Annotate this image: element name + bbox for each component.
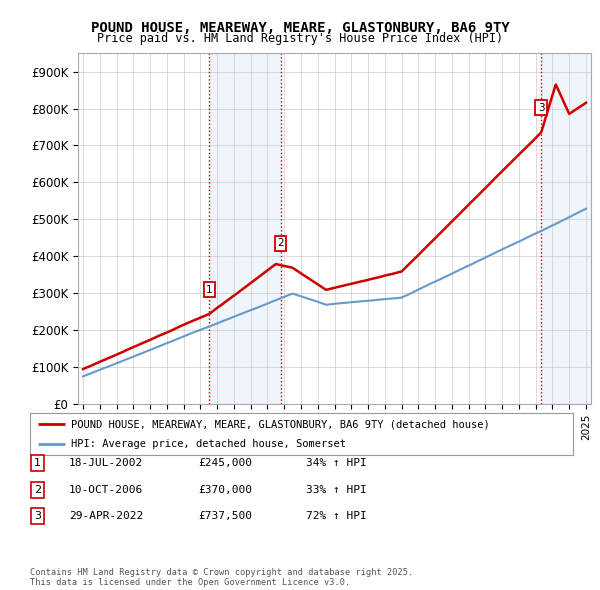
Text: 1: 1 — [34, 458, 41, 468]
Text: 2: 2 — [34, 485, 41, 494]
Text: £737,500: £737,500 — [198, 512, 252, 521]
Text: POUND HOUSE, MEAREWAY, MEARE, GLASTONBURY, BA6 9TY: POUND HOUSE, MEAREWAY, MEARE, GLASTONBUR… — [91, 21, 509, 35]
Text: Price paid vs. HM Land Registry's House Price Index (HPI): Price paid vs. HM Land Registry's House … — [97, 32, 503, 45]
Bar — [541, 53, 600, 404]
Text: 1: 1 — [206, 284, 213, 294]
Text: 72% ↑ HPI: 72% ↑ HPI — [306, 512, 367, 521]
Text: £370,000: £370,000 — [198, 485, 252, 494]
Text: £245,000: £245,000 — [198, 458, 252, 468]
Text: POUND HOUSE, MEAREWAY, MEARE, GLASTONBURY, BA6 9TY (detached house): POUND HOUSE, MEAREWAY, MEARE, GLASTONBUR… — [71, 419, 490, 430]
Bar — [209, 53, 281, 404]
Text: HPI: Average price, detached house, Somerset: HPI: Average price, detached house, Some… — [71, 439, 346, 449]
Text: 34% ↑ HPI: 34% ↑ HPI — [306, 458, 367, 468]
Text: Contains HM Land Registry data © Crown copyright and database right 2025.
This d: Contains HM Land Registry data © Crown c… — [30, 568, 413, 587]
Text: 2: 2 — [277, 238, 284, 248]
Text: 18-JUL-2002: 18-JUL-2002 — [69, 458, 143, 468]
Text: 29-APR-2022: 29-APR-2022 — [69, 512, 143, 521]
Text: 3: 3 — [538, 103, 545, 113]
Text: 10-OCT-2006: 10-OCT-2006 — [69, 485, 143, 494]
Text: 3: 3 — [34, 512, 41, 521]
Text: 33% ↑ HPI: 33% ↑ HPI — [306, 485, 367, 494]
